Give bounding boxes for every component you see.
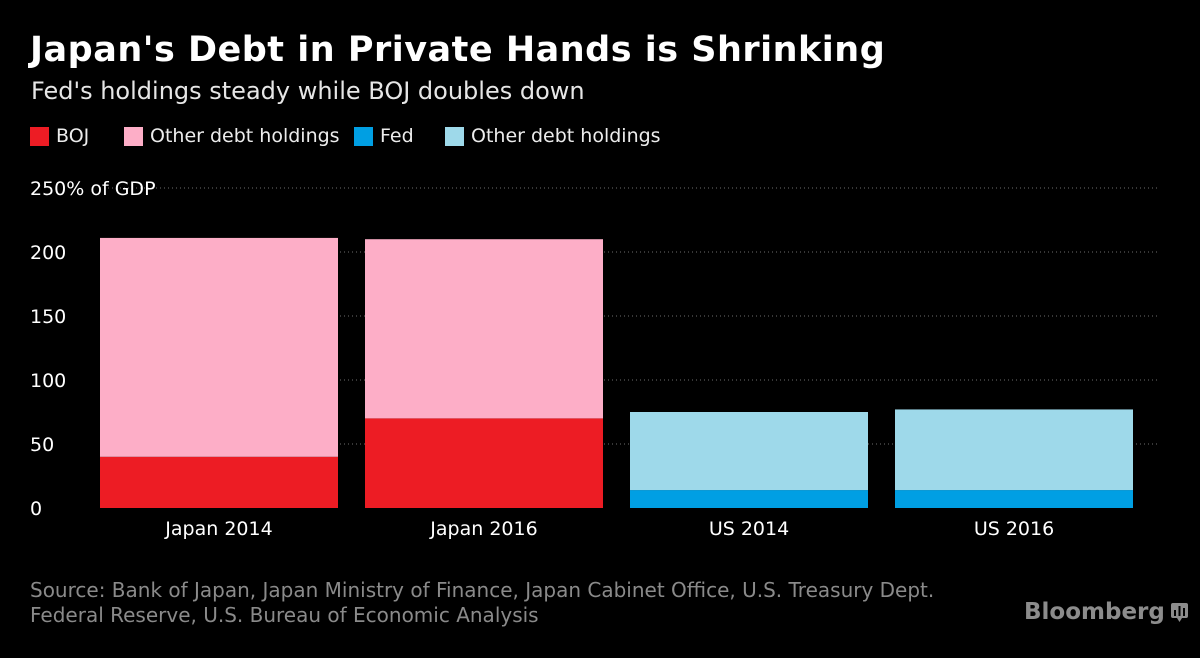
y-tick-label: 250% of GDP [30, 178, 156, 200]
legend-label-fed: Fed [380, 125, 414, 147]
bar-segment [100, 237, 338, 457]
bloomberg-logo: Bloomberg [1024, 599, 1188, 625]
source-line-2: Federal Reserve, U.S. Bureau of Economic… [30, 603, 539, 627]
legend-swatch-japan-other [124, 126, 143, 146]
y-tick-label: 100 [30, 370, 66, 392]
chart-subtitle: Fed's holdings steady while BOJ doubles … [31, 77, 585, 105]
legend-label-boj: BOJ [56, 125, 90, 147]
x-tick-label: Japan 2014 [164, 518, 272, 540]
y-tick-label: 0 [30, 498, 42, 520]
legend-swatch-us-other [445, 126, 464, 146]
bar-segment [365, 239, 603, 419]
bar-segment [365, 418, 603, 508]
legend-item-fed: Fed [354, 125, 414, 147]
y-tick-label: 150 [30, 306, 66, 328]
y-tick-label: 200 [30, 242, 66, 264]
legend-label-japan-other: Other debt holdings [150, 125, 340, 147]
bar-segment [630, 412, 868, 491]
source-line-1: Source: Bank of Japan, Japan Ministry of… [30, 578, 935, 602]
bar-segment [100, 456, 338, 508]
bar-segment [895, 490, 1133, 508]
legend-item-boj: BOJ [30, 125, 89, 147]
legend-item-us-other: Other debt holdings [445, 125, 661, 147]
source-note: Source: Bank of Japan, Japan Ministry of… [30, 578, 934, 628]
legend-label-us-other: Other debt holdings [471, 125, 661, 147]
bar-segment [895, 409, 1133, 491]
chart-title: Japan's Debt in Private Hands is Shrinki… [30, 30, 886, 70]
x-tick-label: US 2014 [709, 518, 789, 540]
x-tick-label: Japan 2016 [429, 518, 537, 540]
legend-swatch-boj [30, 126, 49, 146]
bloomberg-chart-icon [1170, 602, 1188, 622]
brand-name: Bloomberg [1024, 599, 1165, 625]
bar-segment [630, 490, 868, 508]
x-tick-label: US 2016 [974, 518, 1054, 540]
legend-item-japan-other: Other debt holdings [124, 125, 340, 147]
legend-swatch-fed [354, 126, 373, 146]
y-tick-label: 50 [30, 434, 54, 456]
